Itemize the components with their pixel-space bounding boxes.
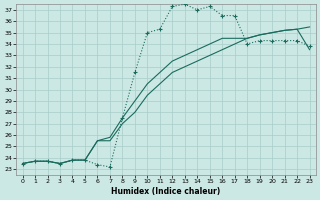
X-axis label: Humidex (Indice chaleur): Humidex (Indice chaleur) [111, 187, 221, 196]
